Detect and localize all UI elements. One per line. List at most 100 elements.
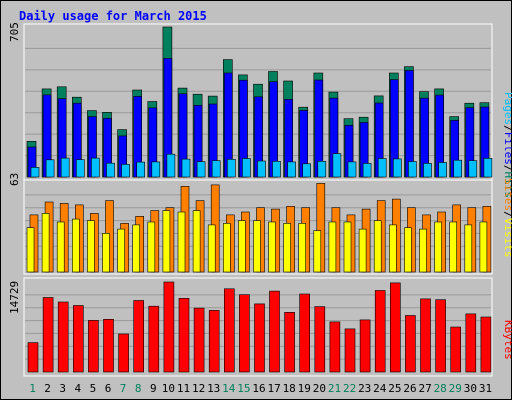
day-label-25: 25 <box>388 382 401 395</box>
bar-kbytes-day-5 <box>88 320 99 373</box>
bar-visits-day-22 <box>343 221 352 273</box>
day-label-11: 11 <box>177 382 190 395</box>
legend-sites: Sites <box>502 178 512 211</box>
day-label-18: 18 <box>283 382 296 395</box>
bar-kbytes-day-10 <box>163 281 175 373</box>
bar-visits-day-2 <box>41 213 50 273</box>
day-label-22: 22 <box>343 382 356 395</box>
bar-kbytes-day-14 <box>224 288 235 373</box>
bar-visits-day-4 <box>72 218 80 273</box>
bar-visits-day-13 <box>207 224 216 273</box>
bar-kbytes-day-24 <box>374 290 386 373</box>
bar-kbytes-day-8 <box>133 300 144 373</box>
bar-kbytes-day-23 <box>359 319 371 373</box>
bar-visits-day-21 <box>328 221 337 273</box>
day-label-16: 16 <box>252 382 265 395</box>
legend-hits: Hits <box>502 172 512 199</box>
bar-visits-day-26 <box>404 227 412 273</box>
bar-pages-day-4 <box>76 159 85 178</box>
bar-visits-day-12 <box>192 210 201 273</box>
day-label-28: 28 <box>434 382 447 395</box>
bar-kbytes-day-13 <box>208 310 220 373</box>
legend-pages: Pages <box>502 92 512 125</box>
day-label-24: 24 <box>373 382 387 395</box>
day-label-12: 12 <box>192 382 205 395</box>
bar-pages-day-26 <box>408 161 417 178</box>
max-label-visits: 63 <box>8 173 21 186</box>
bar-kbytes-day-21 <box>329 321 341 373</box>
day-label-1: 1 <box>29 382 36 395</box>
bar-kbytes-day-28 <box>435 299 446 373</box>
bar-pages-day-18 <box>287 161 296 178</box>
bar-pages-day-13 <box>211 160 221 178</box>
bar-pages-day-24 <box>377 158 387 178</box>
bar-visits-day-9 <box>147 221 156 273</box>
day-label-9: 9 <box>150 382 157 395</box>
day-label-19: 19 <box>298 382 311 395</box>
bar-visits-day-27 <box>419 228 427 273</box>
bar-kbytes-day-17 <box>269 290 280 373</box>
day-label-20: 20 <box>313 382 326 395</box>
day-label-5: 5 <box>90 382 97 395</box>
bar-visits-day-31 <box>479 221 488 273</box>
bar-pages-day-25 <box>392 158 402 178</box>
day-label-15: 15 <box>237 382 250 395</box>
day-label-7: 7 <box>120 382 127 395</box>
bar-visits-day-24 <box>373 220 382 273</box>
bar-files-day-26 <box>405 70 414 178</box>
bar-kbytes-day-4 <box>73 305 84 373</box>
day-label-2: 2 <box>44 382 51 395</box>
bar-pages-day-5 <box>91 157 100 178</box>
legend-slash-1: / <box>502 125 512 132</box>
bar-kbytes-day-1 <box>27 342 39 373</box>
bar-kbytes-day-3 <box>57 301 69 373</box>
bar-pages-day-9 <box>151 161 161 178</box>
bar-visits-day-6 <box>102 233 110 273</box>
bar-pages-day-2 <box>45 159 55 178</box>
bar-visits-day-17 <box>268 221 276 273</box>
bar-pages-day-10 <box>166 153 176 178</box>
bar-kbytes-day-9 <box>148 305 160 373</box>
day-label-23: 23 <box>358 382 371 395</box>
day-label-17: 17 <box>267 382 280 395</box>
bar-visits-day-29 <box>449 221 458 273</box>
day-label-29: 29 <box>449 382 462 395</box>
bar-kbytes-day-22 <box>344 328 356 373</box>
bar-visits-day-19 <box>298 223 307 273</box>
legend-hits-files-pages: Pages/Files/Hits <box>502 92 512 198</box>
bar-pages-day-22 <box>347 161 357 178</box>
bar-visits-day-20 <box>313 230 322 273</box>
bar-pages-day-29 <box>453 159 463 178</box>
bar-visits-day-8 <box>132 224 140 273</box>
bar-pages-day-15 <box>242 158 251 178</box>
bar-visits-day-18 <box>283 223 291 273</box>
legend-slash-2: / <box>502 165 512 172</box>
bar-visits-day-7 <box>117 228 125 273</box>
bar-kbytes-day-26 <box>405 315 416 373</box>
bar-kbytes-day-20 <box>314 306 326 373</box>
bar-kbytes-day-18 <box>284 311 295 373</box>
day-label-3: 3 <box>59 382 66 395</box>
day-label-13: 13 <box>207 382 220 395</box>
bar-pages-day-19 <box>302 163 312 178</box>
bar-pages-day-14 <box>227 159 236 178</box>
bar-visits-day-11 <box>177 211 186 273</box>
bar-kbytes-day-27 <box>420 298 431 373</box>
bar-pages-day-27 <box>423 163 432 178</box>
bar-visits-day-14 <box>223 223 231 273</box>
bar-visits-day-15 <box>238 220 246 273</box>
bar-pages-day-21 <box>332 153 342 178</box>
bar-kbytes-day-2 <box>42 297 54 373</box>
bar-pages-day-23 <box>362 163 372 178</box>
bar-kbytes-day-11 <box>178 297 190 373</box>
bar-pages-day-6 <box>106 162 115 178</box>
chart-title: Daily usage for March 2015 <box>19 9 207 23</box>
bar-kbytes-day-7 <box>118 333 129 373</box>
day-label-10: 10 <box>162 382 175 395</box>
bar-pages-day-7 <box>121 164 130 178</box>
bar-kbytes-day-16 <box>254 303 265 373</box>
bar-visits-day-30 <box>464 224 473 273</box>
bar-pages-day-12 <box>196 161 206 178</box>
day-label-26: 26 <box>403 382 416 395</box>
